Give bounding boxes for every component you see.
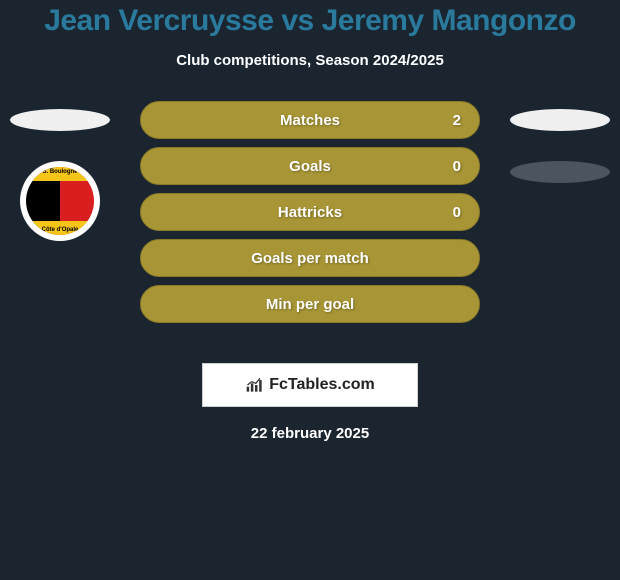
club-logo: S. Boulogne Côte d'Opale [20,161,100,241]
stat-row-hattricks: Hattricks 0 [140,193,480,231]
player-photo-placeholder-right-1 [510,109,610,131]
player-photo-placeholder-left [10,109,110,131]
stat-label: Min per goal [266,296,354,313]
infographic-container: Jean Vercruysse vs Jeremy Mangonzo Club … [0,0,620,442]
subtitle: Club competitions, Season 2024/2025 [0,52,620,69]
stat-label: Goals per match [251,250,369,267]
stat-label: Hattricks [278,204,342,221]
stat-value: 0 [453,204,461,221]
date: 22 february 2025 [0,425,620,442]
logo-text-top: S. Boulogne [26,169,94,175]
stat-label: Matches [280,112,340,129]
logo-text-bottom: Côte d'Opale [26,227,94,233]
stat-label: Goals [289,158,331,175]
page-title: Jean Vercruysse vs Jeremy Mangonzo [0,4,620,38]
fctables-badge[interactable]: FcTables.com [202,363,418,407]
stat-row-min-per-goal: Min per goal [140,285,480,323]
club-logo-inner: S. Boulogne Côte d'Opale [26,167,94,235]
stats-area: S. Boulogne Côte d'Opale Matches 2 Goals… [0,99,620,359]
stat-value: 0 [453,158,461,175]
stat-row-goals: Goals 0 [140,147,480,185]
player-photo-placeholder-right-2 [510,161,610,183]
stat-row-matches: Matches 2 [140,101,480,139]
stat-value: 2 [453,112,461,129]
stat-row-goals-per-match: Goals per match [140,239,480,277]
chart-icon [245,376,265,394]
fctables-label: FcTables.com [269,376,375,394]
